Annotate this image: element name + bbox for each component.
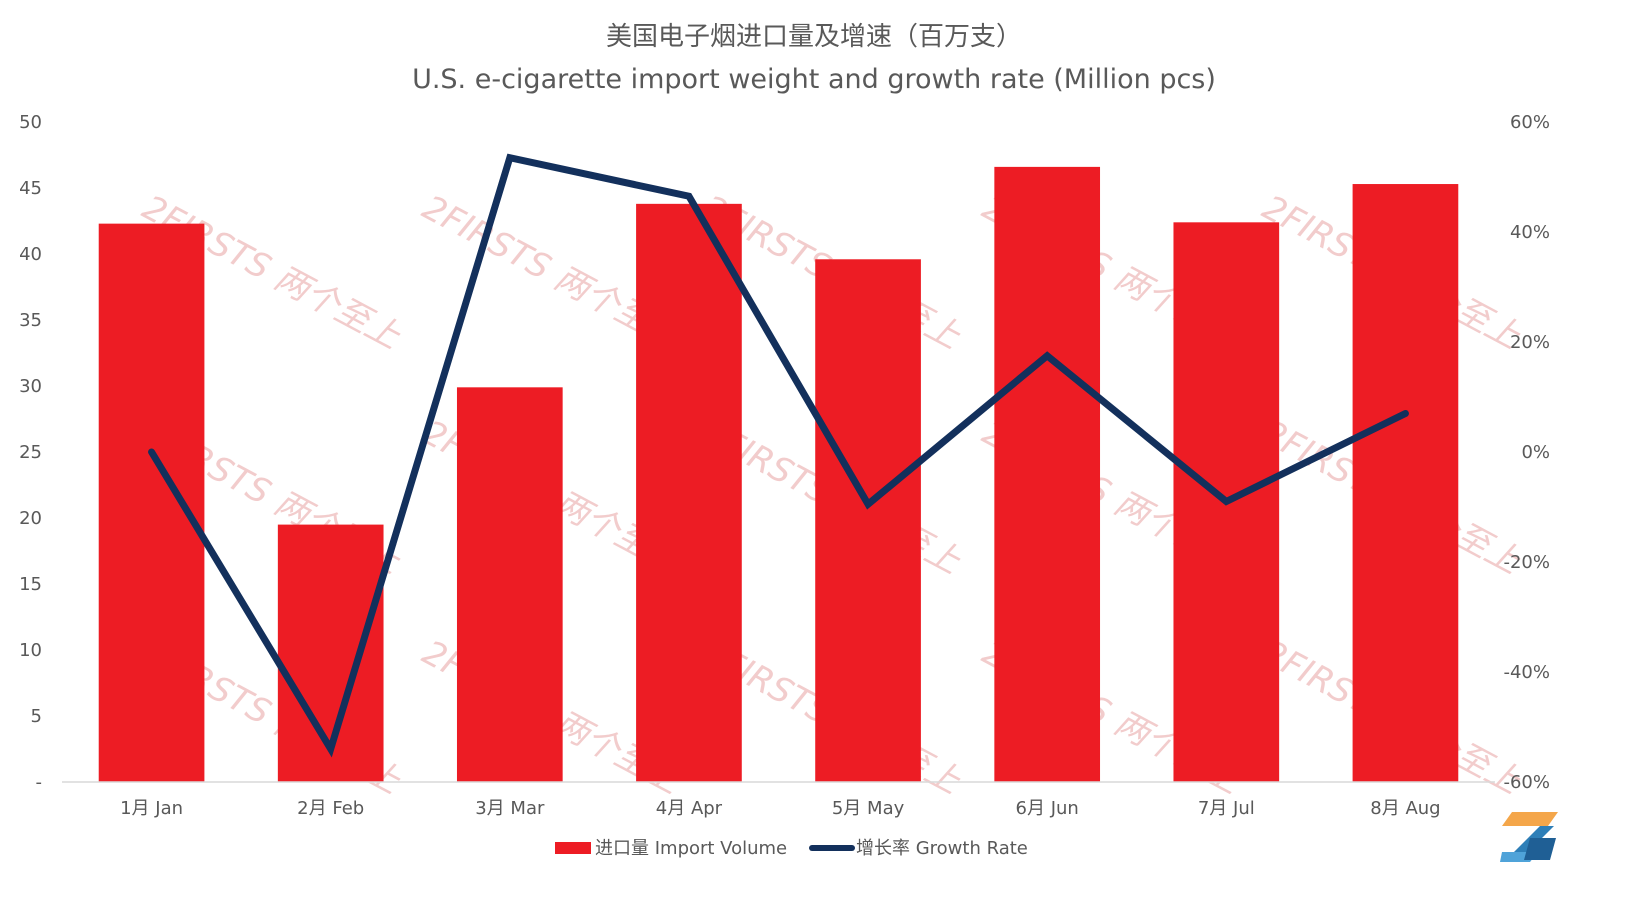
x-axis: 1月 Jan 2月 Feb 3月 Mar 4月 Apr 5月 May 6月 Jun 7月 J… [120, 798, 1441, 819]
2firsts-logo-icon [1500, 812, 1558, 862]
legend-label-growth-rate: 增长率 Growth Rate [856, 838, 1028, 859]
left-axis-tick-label: - [36, 772, 43, 793]
line-growth-rate [148, 153, 1409, 758]
bar-import-volume [636, 203, 742, 783]
left-axis-tick-label: 50 [19, 112, 42, 133]
right-axis-tick-label: -20% [1503, 552, 1550, 573]
bar-series [98, 166, 1459, 783]
x-axis-tick-label: 8月 Aug [1370, 798, 1440, 819]
right-axis-tick-label: 40% [1510, 222, 1550, 243]
bar-import-volume [1352, 184, 1459, 783]
right-axis-tick-label: 0% [1521, 442, 1550, 463]
left-axis-tick-label: 5 [31, 706, 42, 727]
x-axis-tick-label: 1月 Jan [120, 798, 183, 819]
x-axis-tick-label: 6月 Jun [1016, 798, 1079, 819]
left-y-axis: - 5 10 15 20 25 30 35 40 45 50 [19, 112, 42, 793]
right-axis-tick-label: 60% [1510, 112, 1550, 133]
line-series [148, 153, 1409, 758]
left-axis-tick-label: 10 [19, 640, 42, 661]
x-axis-tick-label: 4月 Apr [656, 798, 723, 819]
chart-title: 美国电子烟进口量及增速（百万支） [606, 22, 1022, 52]
bar-import-volume [815, 259, 921, 782]
legend: 进口量 Import Volume 增长率 Growth Rate [555, 838, 1028, 859]
chart-subtitle: U.S. e-cigarette import weight and growt… [412, 64, 1216, 95]
bar-import-volume [994, 166, 1101, 782]
left-axis-tick-label: 15 [19, 574, 42, 595]
bar-import-volume [456, 387, 563, 782]
bar-import-volume [98, 223, 205, 782]
left-axis-tick-label: 30 [19, 376, 42, 397]
right-axis-tick-label: 20% [1510, 332, 1550, 353]
legend-swatch-import-volume [555, 842, 591, 854]
right-axis-tick-label: -40% [1503, 662, 1550, 683]
x-axis-tick-label: 7月 Jul [1198, 798, 1255, 819]
x-axis-tick-label: 3月 Mar [475, 798, 545, 819]
x-axis-tick-label: 5月 May [832, 798, 905, 819]
left-axis-tick-label: 20 [19, 508, 42, 529]
x-axis-tick-label: 2月 Feb [297, 798, 364, 819]
left-axis-tick-label: 25 [19, 442, 42, 463]
right-axis-tick-label: -60% [1503, 772, 1550, 793]
left-axis-tick-label: 40 [19, 244, 42, 265]
left-axis-tick-label: 35 [19, 310, 42, 331]
legend-label-import-volume: 进口量 Import Volume [595, 838, 787, 859]
left-axis-tick-label: 45 [19, 178, 42, 199]
right-y-axis: -60% -40% -20% 0% 20% 40% 60% [1503, 112, 1550, 793]
